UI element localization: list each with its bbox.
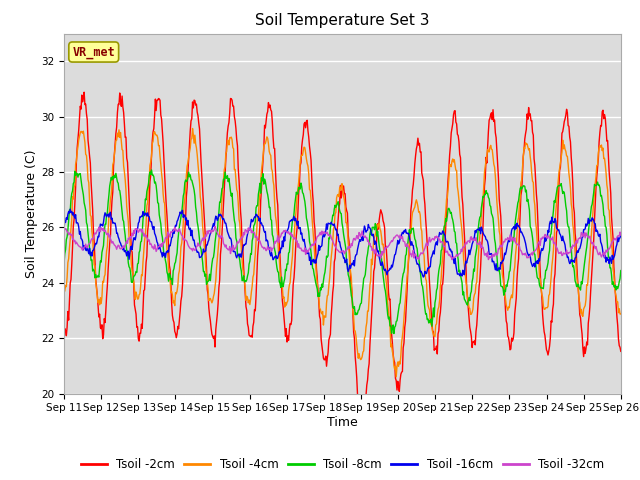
Tsoil -16cm [411,252,419,257]
Tsoil -2cm [80,89,88,95]
Tsoil -8cm [214,217,222,223]
Tsoil -8cm [185,169,193,175]
Tsoil -16cm [214,215,222,221]
Tsoil -2cm [60,333,68,338]
Line: Tsoil -32cm: Tsoil -32cm [64,226,621,260]
Tsoil -32cm [411,252,419,257]
Tsoil -4cm [392,374,400,380]
Line: Tsoil -4cm: Tsoil -4cm [64,129,621,377]
Tsoil -2cm [128,249,136,255]
Tsoil -32cm [70,239,78,244]
Tsoil -16cm [60,226,68,231]
Tsoil -8cm [127,279,135,285]
Tsoil -4cm [127,262,135,267]
Tsoil -32cm [60,224,68,230]
Tsoil -16cm [128,247,136,252]
Tsoil -8cm [148,167,156,173]
Line: Tsoil -8cm: Tsoil -8cm [64,170,621,334]
X-axis label: Time: Time [327,416,358,429]
Tsoil -16cm [617,232,625,238]
Tsoil -32cm [617,232,625,238]
Text: VR_met: VR_met [72,46,115,59]
Tsoil -8cm [617,268,625,274]
Tsoil -2cm [214,300,222,306]
Tsoil -4cm [184,160,192,166]
Tsoil -4cm [412,200,419,205]
Tsoil -2cm [617,348,625,354]
Tsoil -8cm [390,331,397,336]
Tsoil -2cm [412,153,419,158]
Y-axis label: Soil Temperature (C): Soil Temperature (C) [25,149,38,278]
Title: Soil Temperature Set 3: Soil Temperature Set 3 [255,13,429,28]
Line: Tsoil -16cm: Tsoil -16cm [64,209,621,277]
Legend: Tsoil -2cm, Tsoil -4cm, Tsoil -8cm, Tsoil -16cm, Tsoil -32cm: Tsoil -2cm, Tsoil -4cm, Tsoil -8cm, Tsoi… [76,454,609,476]
Tsoil -32cm [428,238,435,243]
Tsoil -2cm [70,216,78,222]
Tsoil -4cm [214,246,222,252]
Tsoil -2cm [185,156,193,162]
Tsoil -32cm [184,242,192,248]
Tsoil -8cm [412,238,419,243]
Tsoil -2cm [359,420,367,426]
Tsoil -8cm [60,261,68,267]
Tsoil -4cm [617,311,625,317]
Tsoil -8cm [70,179,78,185]
Tsoil -8cm [428,324,436,329]
Tsoil -16cm [185,225,193,230]
Tsoil -2cm [428,319,436,325]
Tsoil -32cm [211,223,219,229]
Tsoil -32cm [484,257,492,263]
Tsoil -4cm [189,126,196,132]
Tsoil -16cm [428,253,436,259]
Tsoil -16cm [67,206,74,212]
Tsoil -16cm [71,215,79,221]
Tsoil -32cm [214,232,222,238]
Tsoil -4cm [60,289,68,295]
Tsoil -16cm [419,274,427,280]
Line: Tsoil -2cm: Tsoil -2cm [64,92,621,423]
Tsoil -4cm [428,323,436,329]
Tsoil -4cm [70,184,78,190]
Tsoil -32cm [127,236,135,241]
